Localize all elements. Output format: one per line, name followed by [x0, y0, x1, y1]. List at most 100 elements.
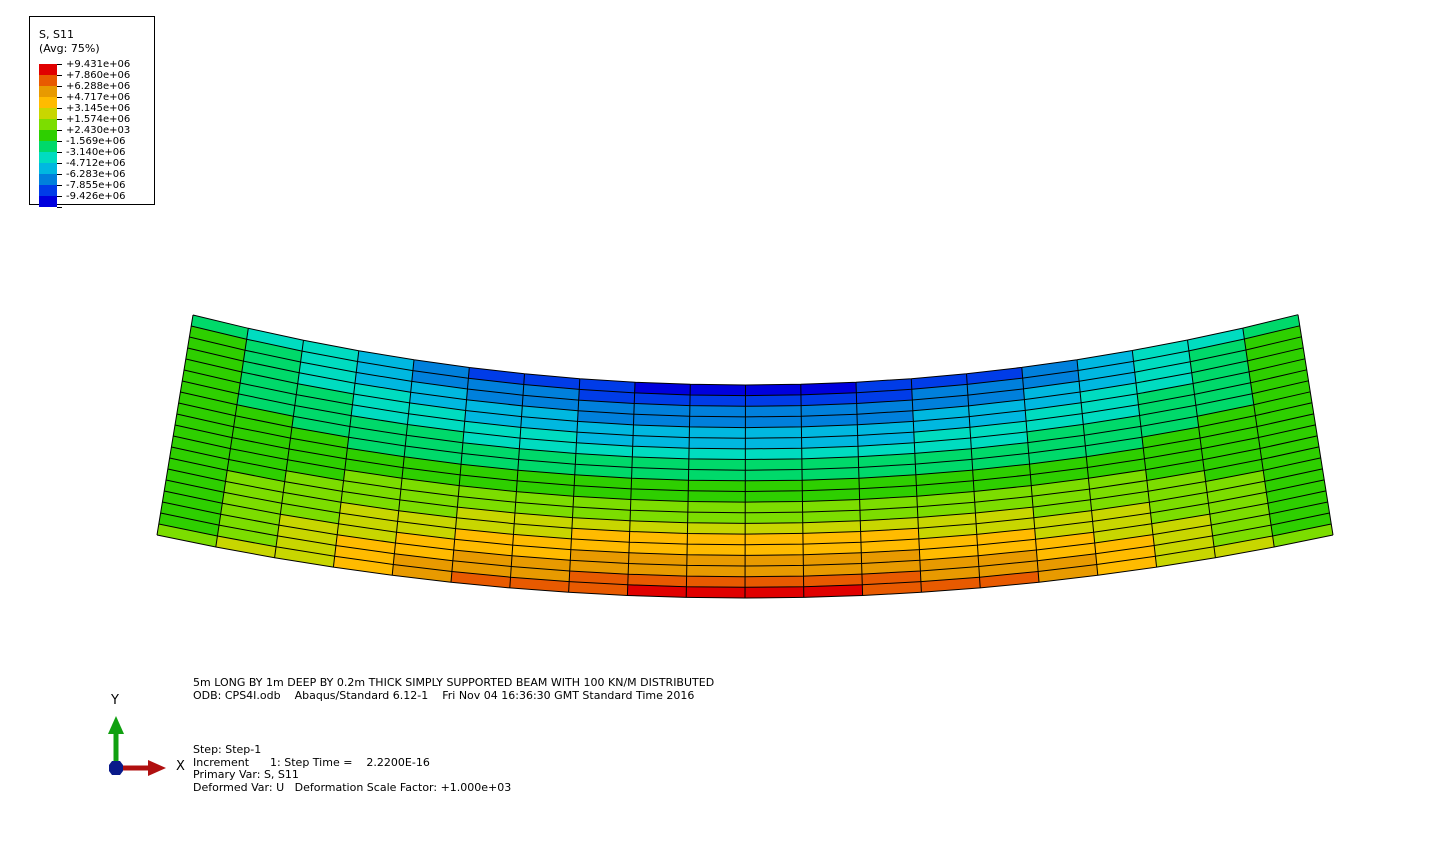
mesh-column-line — [1076, 359, 1099, 576]
mesh-column-line — [1021, 367, 1040, 583]
mesh-column-line — [744, 384, 746, 599]
triad-origin-icon — [109, 761, 123, 775]
mesh-column-line — [855, 382, 864, 596]
legend-label: +4.717e+06 — [66, 92, 131, 103]
mesh-column-line — [1187, 339, 1216, 558]
contour-cell — [744, 554, 804, 567]
mesh-column-line — [685, 384, 691, 598]
legend-tick — [57, 152, 62, 153]
contour-cell — [686, 575, 746, 588]
triad-x-label: X — [176, 759, 185, 774]
primary-var-label: Primary Var: S, S11 — [193, 768, 299, 781]
legend-swatch — [39, 130, 57, 141]
increment-label: Increment 1: Step Time = 2.2200E-16 — [193, 755, 430, 769]
legend-label: +9.431e+06 — [66, 59, 131, 70]
legend-label: +3.145e+06 — [66, 103, 131, 114]
triad-y-arrow-icon — [108, 716, 124, 734]
contour-cell — [744, 575, 804, 588]
contour-cell — [688, 447, 746, 460]
legend-tick — [57, 207, 62, 208]
contour-cell — [745, 394, 802, 407]
legend-swatch — [39, 196, 57, 207]
legend-label: -4.712e+06 — [66, 158, 126, 169]
legend-tick — [57, 141, 62, 142]
contour-cell — [689, 415, 746, 428]
contour-cell — [687, 479, 746, 492]
legend-label: +2.430e+03 — [66, 125, 131, 136]
contour-cell — [744, 469, 803, 482]
contour-cell — [744, 490, 803, 503]
contour-cell — [685, 586, 746, 598]
triad-y-label: Y — [111, 693, 119, 708]
contour-cell — [687, 501, 746, 514]
mesh-column-line — [274, 340, 304, 558]
contour-cell — [744, 586, 805, 598]
legend-label: +6.288e+06 — [66, 81, 131, 92]
contour-cell — [744, 522, 804, 535]
mesh-column-line — [450, 367, 470, 583]
contour-cell — [688, 426, 746, 439]
contour-cell — [688, 458, 746, 471]
deformed-var-label: Deformed Var: U Deformation Scale Factor… — [193, 780, 512, 794]
mesh-column-line — [332, 350, 360, 568]
contour-cell — [686, 554, 746, 567]
legend-swatch — [39, 86, 57, 97]
legend-tick — [57, 130, 62, 131]
legend-label: +7.860e+06 — [66, 70, 131, 81]
mesh-column-line — [215, 328, 249, 548]
legend-variable: S, S11 — [39, 28, 74, 41]
mesh-column-line — [509, 373, 525, 588]
contour-cell — [744, 543, 804, 556]
legend-swatch — [39, 97, 57, 108]
contour-cell — [686, 533, 746, 546]
contour-cell — [744, 479, 803, 492]
legend-swatch — [39, 163, 57, 174]
contour-cell — [687, 511, 746, 524]
contour-cell — [744, 533, 804, 546]
deformed-beam[interactable] — [156, 314, 1334, 599]
mesh-column-line — [910, 378, 922, 593]
contour-cell — [745, 415, 802, 428]
legend-swatch — [39, 141, 57, 152]
legend-tick — [57, 196, 62, 197]
legend-tick — [57, 75, 62, 76]
contour-cell — [686, 565, 746, 578]
view-triad — [108, 716, 166, 776]
odb-info: ODB: CPS4I.odb Abaqus/Standard 6.12-1 Fr… — [193, 688, 695, 702]
legend-label: -1.569e+06 — [66, 136, 126, 147]
legend-label: -9.426e+06 — [66, 191, 126, 202]
legend-swatch — [39, 152, 57, 163]
legend-swatch — [39, 64, 57, 75]
contour-cell — [689, 394, 746, 407]
legend-swatch — [39, 119, 57, 130]
contour-cell — [744, 501, 803, 514]
mesh-column-line — [1297, 314, 1334, 536]
contour-cell — [744, 447, 803, 460]
legend-tick — [57, 185, 62, 186]
legend-tick — [57, 163, 62, 164]
legend-tick — [57, 108, 62, 109]
contour-cell — [688, 437, 746, 450]
contour-cell — [686, 543, 746, 556]
contour-cell — [688, 469, 746, 482]
legend-averaging: (Avg: 75%) — [39, 42, 100, 55]
mesh-column-line — [1242, 328, 1275, 548]
contour-cell — [744, 458, 803, 471]
mesh-column-line — [966, 373, 981, 588]
contour-legend: S, S11 (Avg: 75%) +9.431e+06 +7.860e+06 +6… — [29, 16, 155, 208]
mesh-column-line — [568, 378, 581, 593]
mesh-column-line — [156, 314, 194, 536]
model-description: 5m LONG BY 1m DEEP BY 0.2m THICK SIMPLY … — [193, 676, 715, 689]
legend-swatch — [39, 75, 57, 86]
contour-cell — [744, 511, 804, 524]
contour-cell — [745, 405, 802, 418]
contour-cell — [745, 426, 802, 439]
legend-swatch — [39, 185, 57, 196]
legend-tick — [57, 64, 62, 65]
mesh-column-line — [800, 384, 805, 598]
legend-tick — [57, 119, 62, 120]
triad-x-arrow-icon — [148, 760, 166, 776]
contour-cell — [745, 383, 802, 396]
state-block: Step: Step-1 Increment 1: Step Time = 2.2… — [193, 743, 512, 794]
